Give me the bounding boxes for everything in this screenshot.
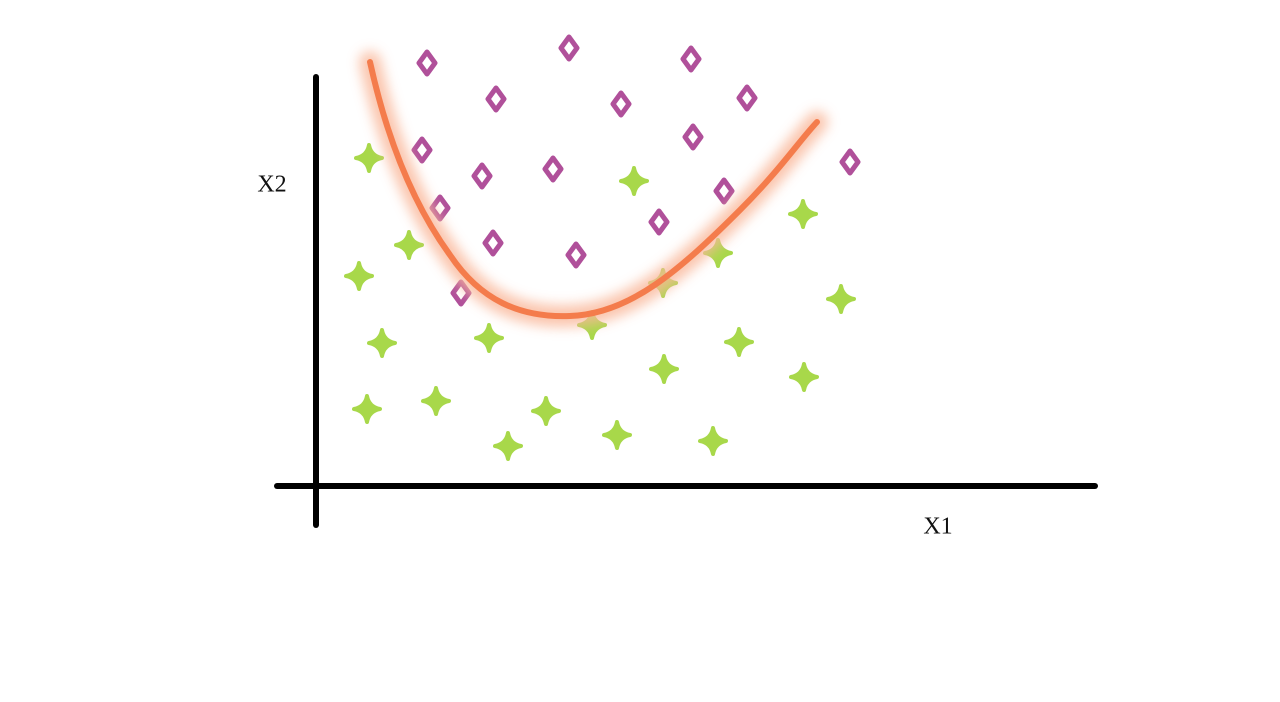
plus-marker [354,143,384,173]
diamond-marker [416,49,438,77]
plus-marker [826,284,856,314]
diamond-marker [558,34,580,62]
plus-marker [724,327,754,357]
plus-marker [531,396,561,426]
plus-marker [344,261,374,291]
markers [344,34,861,461]
diamond-marker [736,84,758,112]
diamond-marker [542,155,564,183]
diamond-marker [610,90,632,118]
plus-marker [649,354,679,384]
y-axis-label: X2 [257,172,286,198]
diamond-marker [471,162,493,190]
diamond-marker [411,136,433,164]
plus-marker [421,386,451,416]
diamond-marker [485,85,507,113]
plus-marker [619,166,649,196]
diamond-marker [682,123,704,151]
diamond-marker [839,148,861,176]
diamond-marker [482,229,504,257]
diamond-marker [680,45,702,73]
plus-marker [602,420,632,450]
diamond-marker [648,208,670,236]
plus-marker [788,199,818,229]
x-axis-label: X1 [923,514,952,540]
plus-marker [493,431,523,461]
diamond-marker [713,177,735,205]
plus-marker [367,328,397,358]
plus-marker [474,323,504,353]
plus-marker [789,362,819,392]
plus-marker [394,230,424,260]
plus-marker [352,394,382,424]
plus-marker [698,426,728,456]
decision-boundary [367,59,820,320]
diamond-marker [565,241,587,269]
